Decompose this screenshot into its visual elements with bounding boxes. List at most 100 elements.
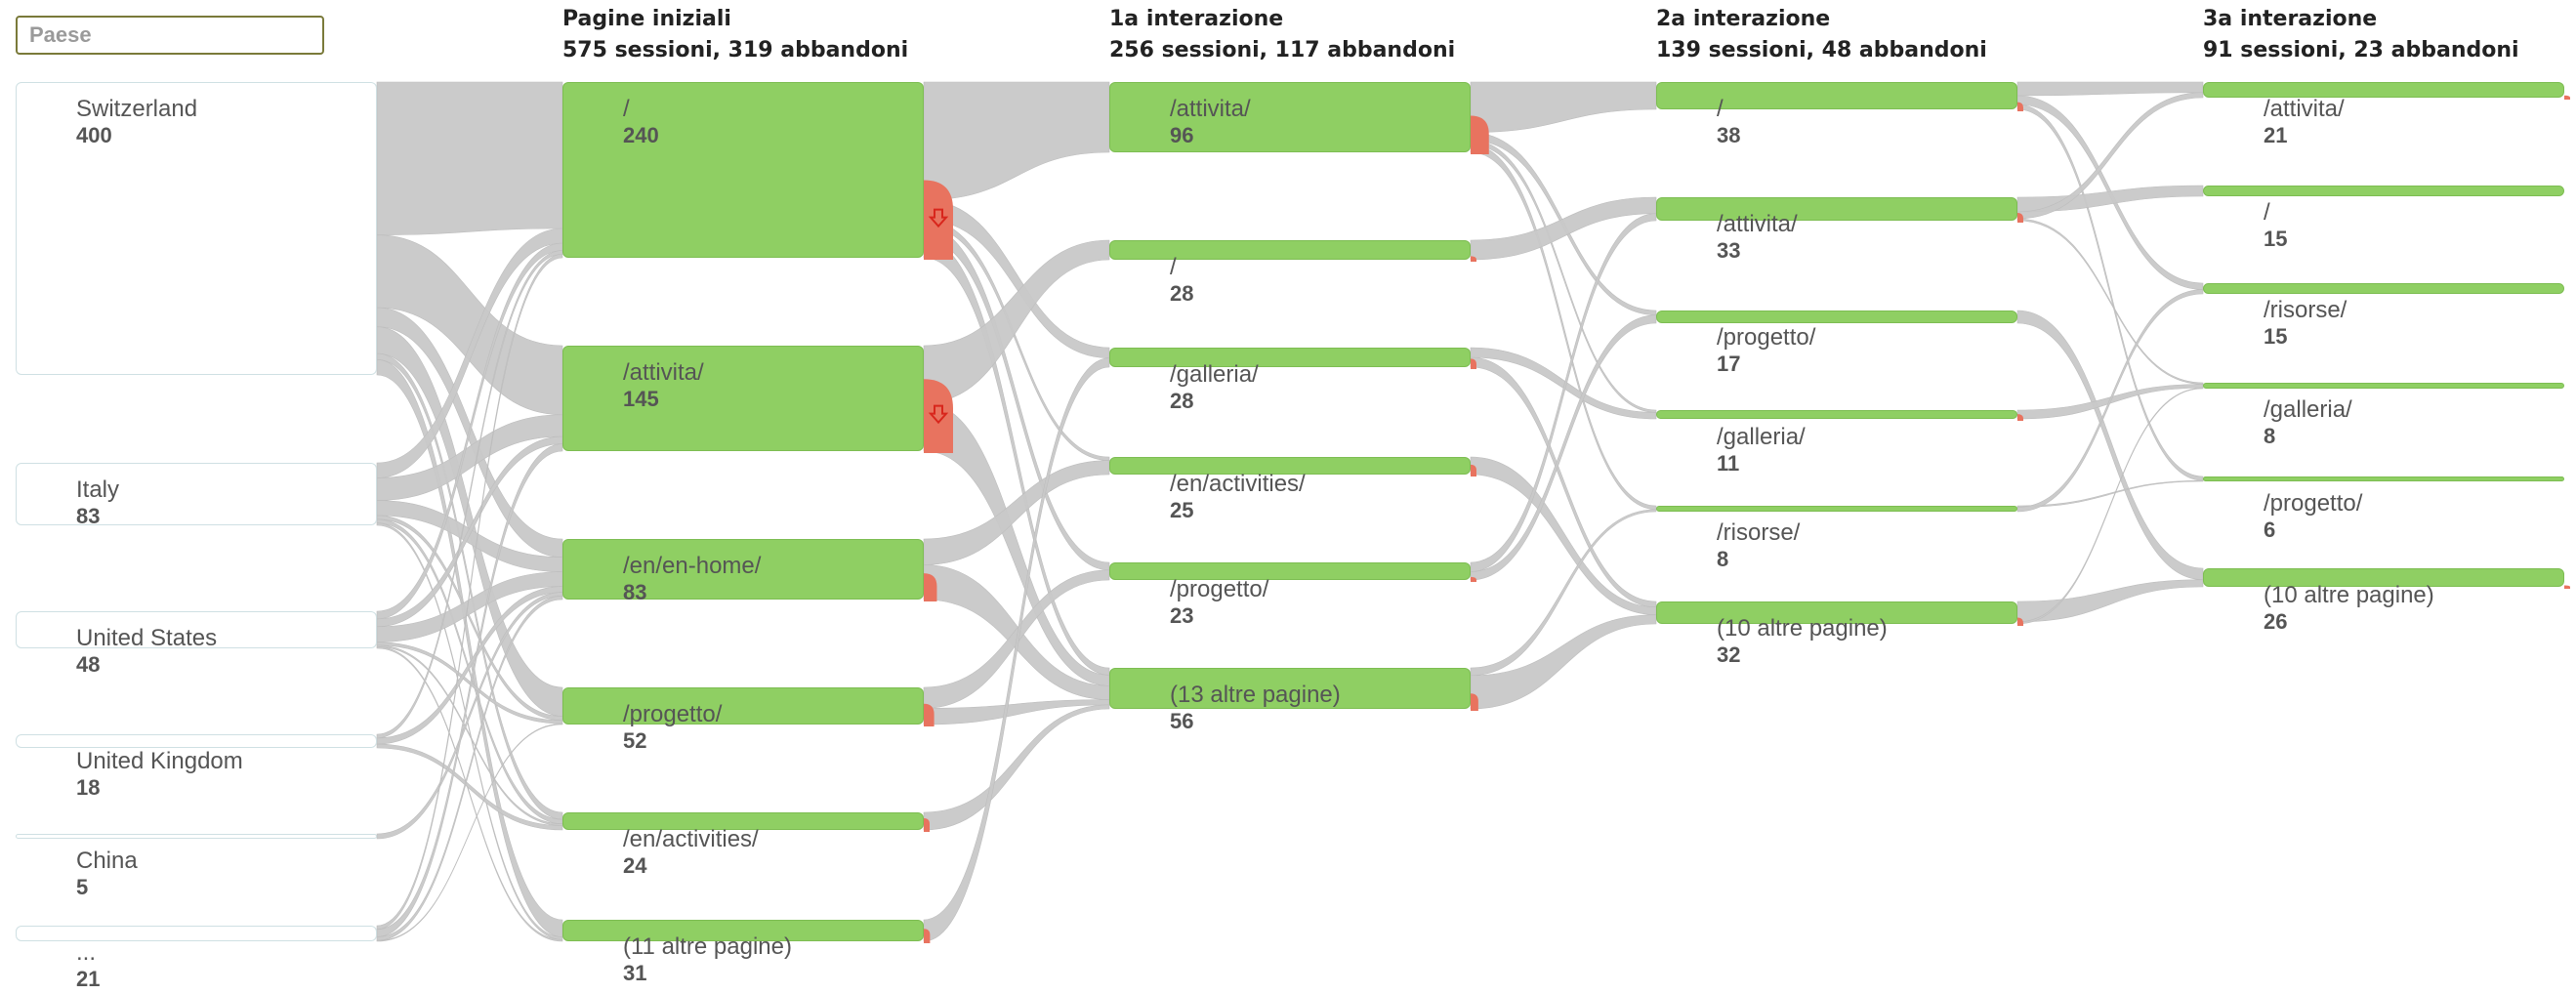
country-node-label: United States 48 <box>76 625 217 678</box>
interaction-2-node[interactable] <box>1656 506 2017 512</box>
drop-off-indicator[interactable] <box>1471 115 1489 155</box>
node-label-count: 25 <box>1170 498 1194 522</box>
interaction-1-node[interactable] <box>1109 457 1471 475</box>
start-page-node[interactable] <box>562 920 924 941</box>
page-node-label: (13 altre pagine) 56 <box>1170 682 1341 734</box>
interaction-1-node[interactable] <box>1109 668 1471 709</box>
interaction-3-node[interactable] <box>2203 568 2564 587</box>
interaction-1-node[interactable] <box>1109 240 1471 260</box>
interaction-1-node[interactable] <box>1109 82 1471 152</box>
flow-link-first-second[interactable] <box>1470 314 1657 581</box>
flow-link-second-third[interactable] <box>2016 387 2204 625</box>
drop-off-indicator[interactable] <box>924 929 931 943</box>
flow-link-second-third[interactable] <box>2016 310 2204 580</box>
page-node-label: /240 <box>623 96 659 148</box>
interaction-3-node[interactable] <box>2203 283 2564 294</box>
node-label-text: /attivita/ <box>2264 96 2345 122</box>
node-label-count: 96 <box>1170 123 1194 147</box>
drop-off-indicator[interactable] <box>2564 585 2570 589</box>
country-node[interactable] <box>16 834 377 839</box>
interaction-3-node[interactable] <box>2203 82 2564 98</box>
interaction-2-node[interactable] <box>1656 197 2017 221</box>
flow-link-country-start[interactable] <box>376 81 563 235</box>
interaction-3-node[interactable] <box>2203 186 2564 196</box>
drop-off-indicator[interactable] <box>1471 256 1476 262</box>
interaction-1-node[interactable] <box>1109 562 1471 580</box>
drop-off-indicator[interactable] <box>924 818 930 832</box>
interaction-2-node[interactable] <box>1656 82 2017 109</box>
drop-off-indicator[interactable] <box>2564 95 2570 100</box>
drop-off-indicator[interactable] <box>2017 617 2023 626</box>
flow-link-second-third[interactable] <box>2016 289 2204 513</box>
interaction-2-node[interactable] <box>1656 601 2017 624</box>
drop-off-indicator[interactable] <box>2017 414 2023 421</box>
country-node[interactable] <box>16 463 377 525</box>
flow-link-second-third[interactable] <box>2016 81 2204 97</box>
node-label-text: /attivita/ <box>1717 211 1798 237</box>
drop-off-indicator[interactable] <box>924 379 953 453</box>
interaction-3-node[interactable] <box>2203 476 2564 481</box>
country-node[interactable] <box>16 611 377 648</box>
flow-link-second-third[interactable] <box>2016 92 2204 220</box>
start-page-node[interactable] <box>562 812 924 830</box>
drop-off-indicator[interactable] <box>1471 358 1476 369</box>
flow-link-country-start[interactable] <box>376 595 563 941</box>
country-filter-input[interactable] <box>16 16 324 55</box>
interaction-3-node[interactable] <box>2203 383 2564 389</box>
start-page-node[interactable] <box>562 687 924 725</box>
drop-off-indicator[interactable] <box>2017 102 2023 111</box>
flow-link-country-start[interactable] <box>376 443 563 937</box>
flow-link-first-second[interactable] <box>1470 509 1657 677</box>
node-label-count: 5 <box>76 875 89 899</box>
page-node-label: /progetto/6 <box>2264 490 2362 543</box>
node-label-text: /en/activities/ <box>623 826 759 852</box>
country-node-label: ... 21 <box>76 939 100 992</box>
flow-link-second-third[interactable] <box>2016 104 2204 481</box>
node-label-text: /progetto/ <box>2264 490 2363 517</box>
country-node[interactable] <box>16 734 377 748</box>
flow-link-start-first[interactable] <box>923 357 1110 942</box>
drop-off-indicator[interactable] <box>924 180 953 261</box>
interaction-2-node[interactable] <box>1656 311 2017 323</box>
column-subtitle: 575 sessioni, 319 abbandoni <box>562 38 909 62</box>
flow-link-first-second[interactable] <box>1470 81 1657 133</box>
drop-off-indicator[interactable] <box>1471 464 1476 476</box>
interaction-2-node[interactable] <box>1656 410 2017 419</box>
node-label-count: 28 <box>1170 389 1194 413</box>
page-node-label: /progetto/17 <box>1717 324 1815 377</box>
page-node-label: /en/activities/25 <box>1170 471 1306 523</box>
drop-off-indicator[interactable] <box>924 703 935 726</box>
drop-off-indicator[interactable] <box>1471 576 1476 582</box>
flow-link-start-first[interactable] <box>923 460 1110 565</box>
node-label-text: ... <box>76 939 97 966</box>
flow-link-country-start[interactable] <box>376 253 563 931</box>
flow-link-first-second[interactable] <box>1470 347 1657 420</box>
flow-link-first-second[interactable] <box>1470 614 1657 710</box>
column-title: 2a interazione <box>1656 7 1831 31</box>
country-node-label: China 5 <box>76 848 138 900</box>
interaction-1-node[interactable] <box>1109 348 1471 367</box>
page-node-label: /attivita/33 <box>1717 211 1798 264</box>
drop-off-indicator[interactable] <box>1471 693 1478 711</box>
node-label-text: /attivita/ <box>623 359 704 386</box>
start-page-node[interactable] <box>562 346 924 451</box>
flow-link-start-first[interactable] <box>923 239 1110 403</box>
page-node-label: /28 <box>1170 254 1193 307</box>
flow-link-start-first[interactable] <box>923 81 1110 201</box>
node-label-count: 83 <box>623 580 647 604</box>
flow-link-first-second[interactable] <box>1470 213 1657 572</box>
node-label-count: 52 <box>623 728 647 753</box>
start-page-node[interactable] <box>562 82 924 258</box>
flow-link-country-start[interactable] <box>376 743 563 831</box>
flow-link-country-start[interactable] <box>376 723 563 942</box>
start-page-node[interactable] <box>562 539 924 600</box>
country-node[interactable] <box>16 926 377 941</box>
flow-link-second-third[interactable] <box>2016 579 2204 623</box>
drop-off-indicator[interactable] <box>2017 213 2023 223</box>
country-node[interactable] <box>16 82 377 375</box>
flow-link-second-third[interactable] <box>2016 479 2204 508</box>
column-header-interaction-1: 1a interazione 256 sessioni, 117 abbando… <box>1109 4 1455 66</box>
drop-off-indicator[interactable] <box>924 573 937 601</box>
node-label-text: /risorse/ <box>2264 297 2347 323</box>
node-label-text: /galleria/ <box>2264 396 2352 423</box>
